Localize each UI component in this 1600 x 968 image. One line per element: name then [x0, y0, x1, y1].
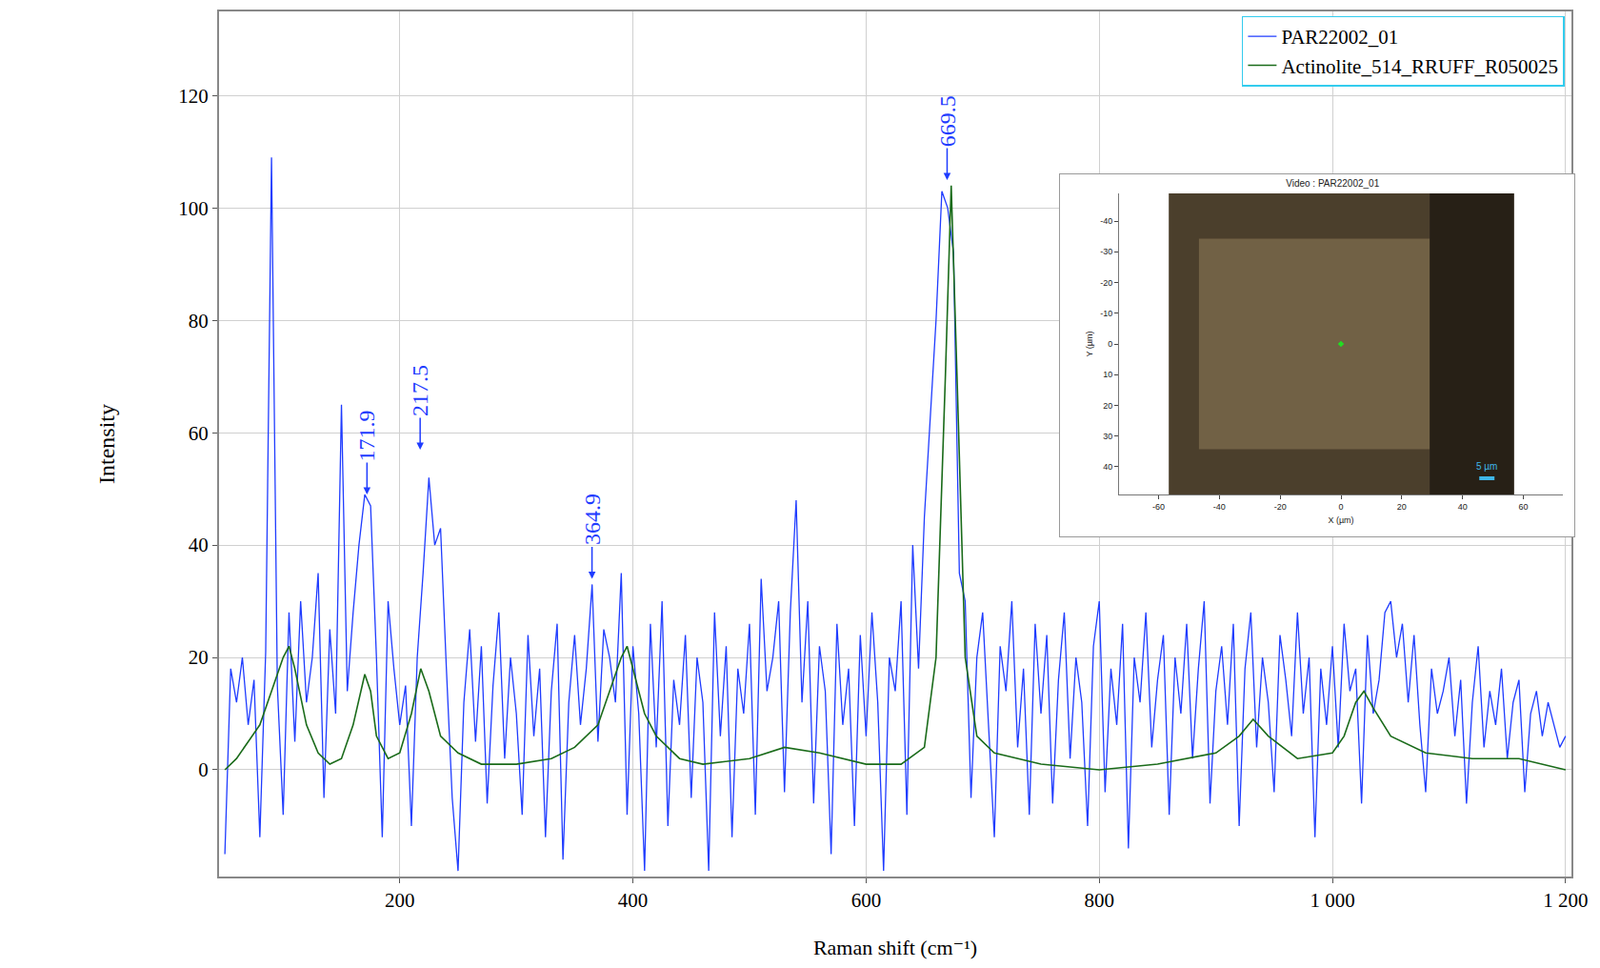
svg-text:PAR22002_01: PAR22002_01	[1280, 25, 1399, 49]
svg-text:171.9: 171.9	[354, 409, 380, 461]
svg-text:400: 400	[618, 888, 649, 912]
svg-text:-20: -20	[1274, 501, 1287, 512]
svg-text:60: 60	[1519, 501, 1529, 512]
svg-text:0: 0	[1107, 339, 1113, 349]
svg-text:10: 10	[1102, 369, 1113, 380]
svg-text:40: 40	[1102, 461, 1113, 472]
svg-text:-20: -20	[1100, 278, 1113, 288]
svg-text:80: 80	[188, 309, 209, 333]
svg-text:364.9: 364.9	[580, 493, 605, 545]
svg-text:40: 40	[188, 533, 209, 557]
svg-text:120: 120	[178, 84, 209, 108]
svg-text:60: 60	[188, 421, 209, 445]
svg-text:600: 600	[851, 888, 882, 912]
svg-text:Raman shift (cm⁻¹): Raman shift (cm⁻¹)	[813, 935, 978, 960]
svg-text:-40: -40	[1213, 501, 1226, 512]
svg-text:0: 0	[198, 758, 209, 781]
svg-text:669.5: 669.5	[935, 95, 960, 147]
svg-text:20: 20	[1397, 501, 1407, 512]
svg-text:-10: -10	[1100, 308, 1113, 319]
svg-text:800: 800	[1083, 888, 1115, 912]
svg-text:-60: -60	[1152, 501, 1165, 512]
svg-text:1 200: 1 200	[1542, 888, 1588, 912]
svg-text:X (µm): X (µm)	[1327, 515, 1354, 525]
svg-text:1 000: 1 000	[1309, 888, 1355, 912]
svg-text:20: 20	[1102, 400, 1113, 411]
svg-text:200: 200	[384, 888, 416, 912]
svg-text:30: 30	[1102, 431, 1113, 441]
svg-text:217.5: 217.5	[407, 364, 433, 417]
svg-text:Actinolite_514_RRUFF_R050025: Actinolite_514_RRUFF_R050025	[1280, 55, 1559, 79]
svg-text:100: 100	[178, 197, 209, 220]
svg-text:20: 20	[188, 645, 209, 669]
svg-text:Y (µm): Y (µm)	[1084, 330, 1095, 357]
svg-text:0: 0	[1338, 501, 1343, 512]
svg-text:Intensity: Intensity	[94, 403, 120, 484]
svg-text:Video : PAR22002_01: Video : PAR22002_01	[1285, 178, 1380, 189]
svg-text:40: 40	[1458, 501, 1468, 512]
svg-text:5 µm: 5 µm	[1476, 460, 1498, 472]
svg-text:-30: -30	[1100, 246, 1113, 257]
svg-text:-40: -40	[1100, 216, 1113, 226]
